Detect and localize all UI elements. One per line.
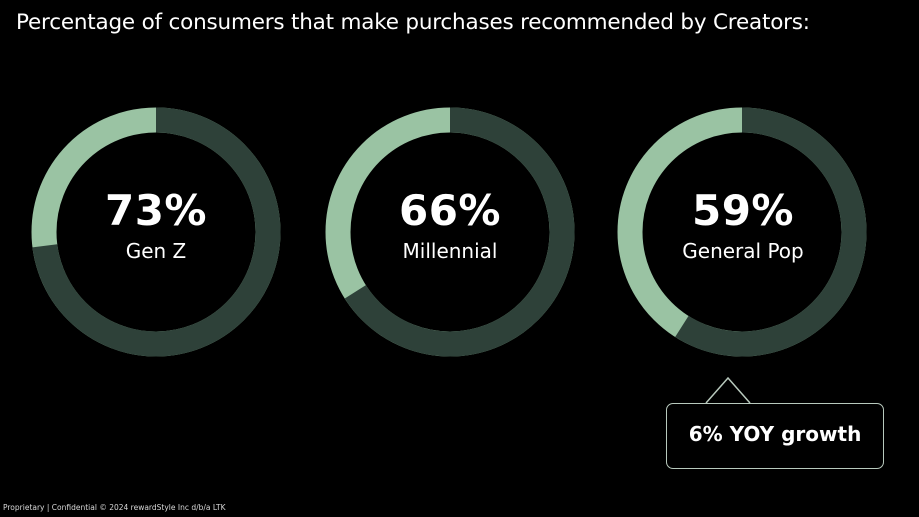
ring-label-general-pop: 59% General Pop: [623, 186, 863, 263]
category-label: Millennial: [402, 239, 498, 263]
category-label: General Pop: [682, 239, 804, 263]
ring-label-gen-z: 73% Gen Z: [36, 186, 276, 263]
donut-segment-gen-z: [31, 107, 281, 357]
callout-text: 6% YOY growth: [688, 422, 862, 446]
category-label: Gen Z: [125, 239, 187, 263]
donut-segment-millennial: [325, 107, 575, 357]
value-label: 73%: [104, 186, 208, 235]
ring-label-millennial: 66% Millennial: [330, 186, 570, 263]
value-label: 59%: [691, 186, 795, 235]
page-title: Percentage of consumers that make purcha…: [16, 10, 810, 35]
callout-pointer: [705, 376, 751, 404]
footer-copyright: Proprietary | Confidential © 2024 reward…: [3, 503, 226, 512]
value-label: 66%: [398, 186, 502, 235]
growth-callout: 6% YOY growth: [666, 403, 884, 469]
donut-segment-general-pop: [617, 107, 867, 357]
